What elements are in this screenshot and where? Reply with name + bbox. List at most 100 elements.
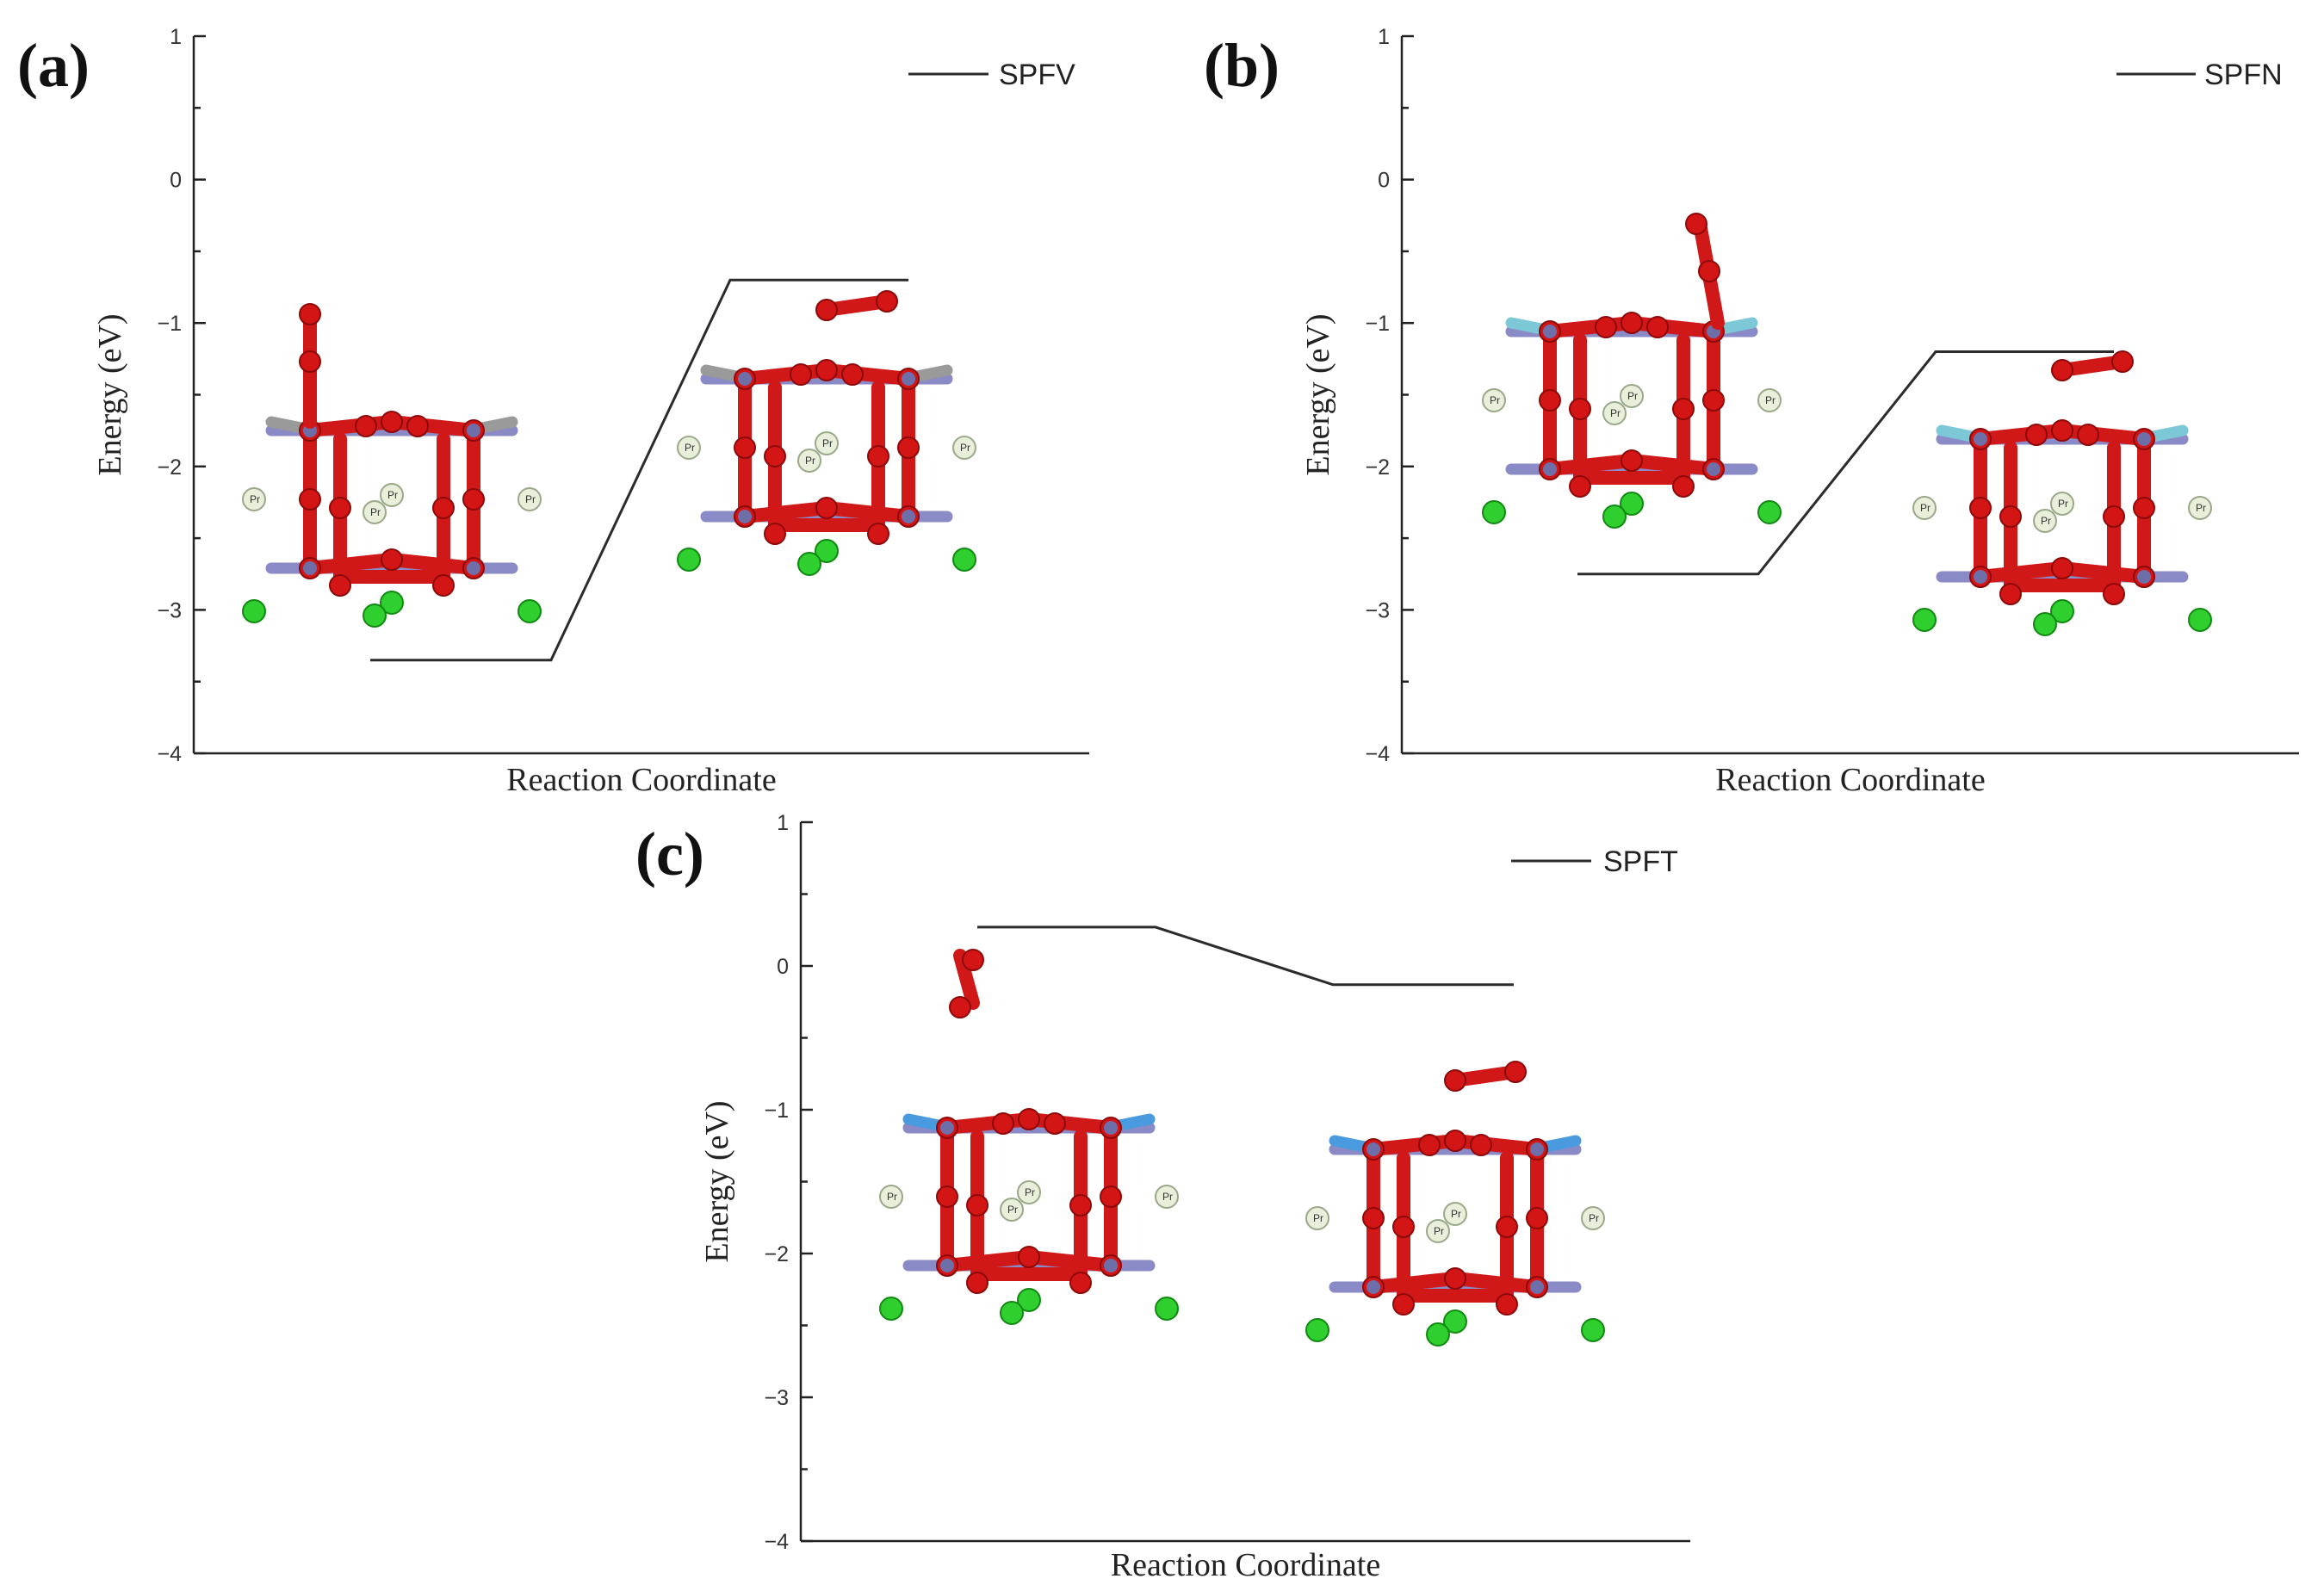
y-tick-label: −4 (157, 742, 182, 766)
sr-atom (2050, 599, 2074, 623)
pr-atom-label: Pr (250, 493, 260, 505)
oxygen-bond (940, 1250, 1036, 1272)
o2-atom (2051, 359, 2073, 381)
y-axis-title: Energy (eV) (699, 1100, 735, 1262)
oxygen-atom (1496, 1216, 1518, 1238)
oxygen-atom (329, 574, 351, 597)
pr-atom (815, 431, 839, 455)
y-tick-label: −2 (1365, 455, 1390, 480)
oxygen-atom (2051, 419, 2073, 442)
o2-atom (299, 350, 321, 373)
oxygen-atom (2103, 505, 2125, 528)
pr-atom (1757, 388, 1782, 412)
oxygen-atom (1018, 1108, 1040, 1130)
y-tick-label: 1 (170, 25, 182, 49)
oxygen-atom (790, 363, 812, 386)
panel-b: (b) 1 0 −1 −2 −3 −4 Energy (eV) Reaction Coordin… (1204, 25, 2299, 798)
pr-atom (797, 449, 821, 473)
pr-atom-label: Pr (960, 442, 970, 454)
oxygen-atom (1069, 1194, 1092, 1216)
oxygen-atom (381, 411, 403, 433)
x-axis-title: Reaction Coordinate (1111, 1547, 1380, 1583)
oxygen-atom (1362, 1207, 1385, 1229)
pr-atom-label: Pr (1434, 1225, 1444, 1237)
oxygen-atom (1595, 316, 1617, 338)
oxygen-atom (2051, 557, 2073, 579)
sr-atom (1482, 500, 1506, 524)
oxygen-atom (1999, 583, 2022, 605)
oxygen-atom (2133, 497, 2155, 519)
pr-atom (1017, 1180, 1041, 1204)
sr-atom (1912, 608, 1937, 632)
oxygen-bond (2055, 561, 2151, 584)
oxygen-atom (1672, 475, 1695, 498)
oxygen-atom (1526, 1207, 1548, 1229)
oxygen-atom (734, 436, 756, 459)
oxygen-atom (462, 488, 485, 511)
sr-atom (242, 599, 266, 623)
pr-atom-label: Pr (525, 493, 536, 505)
oxygen-atom (1496, 1293, 1518, 1316)
metal-atom (940, 1121, 954, 1135)
panel-c: (c) 1 0 −1 −2 −3 −4 Energy (eV) Reaction Coordin… (635, 811, 1690, 1583)
sr-atom (952, 548, 976, 572)
pr-atom-label: Pr (685, 442, 695, 454)
sr-atom (879, 1297, 903, 1321)
pr-atom (1426, 1219, 1450, 1243)
pr-atom-label: Pr (1589, 1212, 1599, 1224)
oxygen-atom (764, 445, 786, 467)
oxygen-bond (1543, 316, 1639, 338)
x-axis-title: Reaction Coordinate (1715, 762, 1985, 798)
oxygen-atom (1444, 1267, 1466, 1290)
oxygen-atom (992, 1112, 1014, 1135)
metal-atom (1530, 1142, 1544, 1156)
oxygen-atom (966, 1194, 988, 1216)
pr-atom (879, 1185, 903, 1209)
o2-atom (2111, 350, 2134, 373)
oxygen-atom (329, 497, 351, 519)
oxygen-bond (1022, 1112, 1118, 1135)
oxygen-atom (1418, 1134, 1441, 1156)
oxygen-bond (820, 501, 915, 523)
sr-atom (797, 552, 821, 576)
y-tick-label: −3 (157, 598, 182, 622)
oxygen-atom (1044, 1112, 1066, 1135)
y-tick-label: 1 (777, 811, 789, 835)
pr-atom-label: Pr (887, 1191, 897, 1203)
oxygen-atom (867, 523, 889, 545)
molecular-structure: Pr Pr Pr Pr (242, 303, 542, 628)
oxygen-atom (815, 497, 838, 519)
pr-atom (1482, 388, 1506, 412)
metal-atom (902, 372, 915, 386)
pr-atom-label: Pr (1025, 1186, 1035, 1198)
oxygen-bond (303, 553, 399, 575)
sr-atom (1602, 505, 1627, 529)
sr-atom (517, 599, 542, 623)
oxygen-atom (815, 359, 838, 381)
pr-atom (1443, 1202, 1467, 1226)
metal-atom (1367, 1280, 1380, 1294)
oxygen-atom (2103, 583, 2125, 605)
oxygen-atom (1569, 398, 1591, 420)
y-tick-label: 0 (777, 955, 789, 979)
oxygen-atom (2025, 424, 2048, 446)
pr-atom-label: Pr (1627, 390, 1638, 402)
metal-atom (940, 1259, 954, 1272)
pr-atom (2033, 509, 2057, 533)
sr-atom (380, 591, 404, 615)
pr-atom (517, 487, 542, 511)
y-tick-label: −3 (1365, 598, 1390, 622)
panel-label: (c) (635, 820, 704, 888)
metal-atom (1707, 462, 1720, 476)
oxygen-bond (1974, 561, 2069, 584)
o2-atom (1504, 1061, 1527, 1083)
oxygen-bond (1022, 1250, 1118, 1272)
pr-atom (2050, 492, 2074, 516)
pr-atom (1305, 1206, 1329, 1230)
pr-atom (1155, 1185, 1179, 1209)
molecular-structure: Pr Pr Pr Pr (1912, 350, 2212, 636)
oxygen-atom (299, 488, 321, 511)
pr-atom-label: Pr (2196, 502, 2206, 514)
oxygen-atom (897, 436, 920, 459)
